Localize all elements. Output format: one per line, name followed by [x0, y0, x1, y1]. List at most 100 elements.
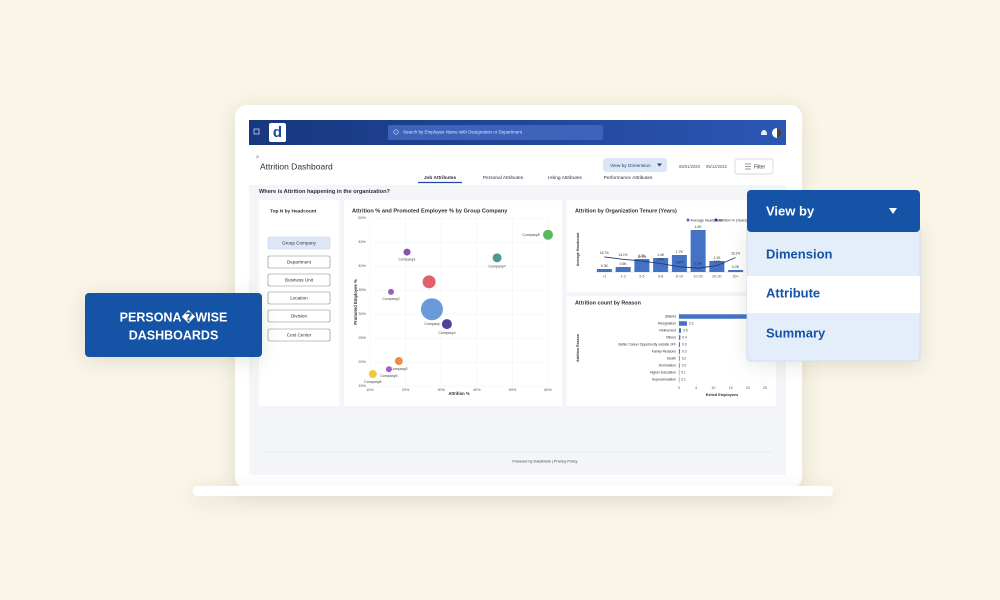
x-tick-label: 1-2	[621, 274, 626, 278]
laptop-base	[193, 486, 833, 496]
x-tick-label: 5-8	[658, 274, 663, 278]
tab[interactable]: Performance Attributes	[604, 175, 653, 181]
bar-value-label: 1.3K	[638, 254, 646, 258]
line-value-label: 14.1%	[619, 253, 628, 257]
point[interactable]	[441, 319, 452, 330]
category-label: Better Career Opportunity outside JFF	[619, 342, 676, 346]
point[interactable]	[492, 253, 502, 263]
category-label: Superannuation	[652, 377, 676, 381]
bar-value-label: 4.2K	[695, 225, 703, 229]
bar-value-label: 0.1	[681, 377, 686, 381]
date-to[interactable]: 05/12/2022	[706, 164, 728, 169]
sidebar-button[interactable]	[267, 236, 331, 250]
y-tick-label: 40%	[358, 264, 366, 268]
bar[interactable]	[596, 269, 612, 272]
y-axis-label: Attrition Reason	[576, 334, 580, 362]
dropdown-option[interactable]: Summary	[766, 325, 826, 340]
logo-box[interactable]	[269, 123, 286, 142]
search-icon	[393, 129, 399, 135]
y-axis-label: Promoted Employee %	[353, 279, 358, 325]
sidebar-button-label: Business Unit	[285, 278, 314, 283]
footer-text[interactable]: Powered by DataMonk | Privacy Policy	[512, 460, 577, 464]
y-tick-label: 25%	[358, 336, 366, 340]
tab[interactable]: Hiring Attributes	[548, 175, 582, 181]
tab[interactable]: Personal Attributes	[483, 175, 524, 181]
point-label: Company5	[380, 374, 397, 378]
sidebar-button[interactable]	[267, 255, 331, 269]
x-tick-label: 10	[711, 386, 715, 390]
chart-title: Attrition % and Promoted Employee % by G…	[352, 208, 508, 214]
point[interactable]	[385, 366, 392, 373]
bar[interactable]	[679, 321, 687, 326]
apps-icon[interactable]	[253, 128, 260, 135]
point[interactable]	[403, 248, 411, 256]
point[interactable]	[422, 275, 436, 289]
sidebar-button[interactable]	[267, 273, 331, 287]
point-label: Company8	[522, 233, 539, 237]
bell-icon[interactable]	[761, 130, 767, 135]
category-label: Family Reasons	[652, 349, 677, 353]
sidebar-button[interactable]	[267, 309, 331, 323]
point[interactable]	[394, 357, 403, 366]
bar-value-label: 1.1K	[713, 256, 721, 260]
sidebar-button[interactable]	[267, 328, 331, 342]
scatter-panel	[344, 200, 562, 406]
category-label: Others	[666, 335, 676, 339]
bar[interactable]	[690, 230, 706, 272]
dropdown-header[interactable]	[747, 190, 920, 232]
tab[interactable]: Job Attributes	[424, 175, 457, 181]
search-box[interactable]	[388, 125, 603, 140]
search-placeholder: Search by Employee Name with Designation…	[403, 130, 523, 135]
x-tick-label: 60%	[544, 388, 552, 392]
point-label: Company	[424, 322, 440, 326]
tenure-panel	[567, 200, 776, 292]
point[interactable]	[420, 298, 443, 321]
x-tick-label: 50%	[509, 388, 517, 392]
bar[interactable]	[679, 314, 762, 319]
bar-value-label: 0.2	[682, 356, 687, 360]
dropdown-option[interactable]: Dimension	[766, 246, 833, 261]
bar[interactable]	[709, 261, 725, 272]
sidebar-button-label: Location	[290, 296, 308, 301]
legend-swatch	[714, 218, 718, 222]
filter-label: Filter	[754, 164, 765, 170]
sidebar-button[interactable]	[267, 291, 331, 305]
point[interactable]	[543, 229, 553, 240]
bar[interactable]	[679, 349, 681, 354]
x-tick-label: 20-30	[712, 274, 721, 278]
line-value-label: 7.1%	[713, 259, 720, 263]
x-tick-label: 30%	[437, 388, 445, 392]
category-label: Retirement	[659, 328, 676, 332]
x-tick-label: 25	[763, 386, 767, 390]
bar[interactable]	[634, 259, 650, 272]
filter-button[interactable]	[734, 158, 774, 175]
point[interactable]	[388, 288, 395, 295]
bar[interactable]	[671, 255, 687, 272]
x-tick-label: 10-20	[694, 274, 703, 278]
bar[interactable]	[679, 335, 681, 340]
bar[interactable]	[679, 328, 682, 333]
x-tick-label: 20	[746, 386, 750, 390]
x-tick-label: 10%	[366, 388, 374, 392]
x-axis-label: Attrition %	[448, 391, 469, 396]
bar[interactable]	[679, 342, 681, 347]
bar[interactable]	[679, 363, 680, 368]
bar-value-label: 0.1	[681, 370, 686, 374]
x-tick-label: 8-10	[676, 274, 683, 278]
date-from[interactable]: 05/01/2020	[679, 164, 701, 169]
x-axis-label: Exited Employees	[706, 393, 739, 397]
bar[interactable]	[653, 258, 669, 272]
point-label: Company4	[438, 331, 455, 335]
bar[interactable]	[615, 267, 631, 272]
bar[interactable]	[679, 356, 680, 361]
dropdown-option[interactable]: Attribute	[766, 285, 820, 300]
point[interactable]	[368, 370, 377, 378]
bar-value-label: 0.5K	[620, 262, 628, 266]
sidebar-button-label: Division	[291, 314, 308, 319]
collapse-icon[interactable]: >	[256, 154, 259, 160]
bar[interactable]	[728, 270, 744, 272]
view-button[interactable]	[603, 158, 667, 172]
x-tick-label: 30+	[733, 274, 739, 278]
